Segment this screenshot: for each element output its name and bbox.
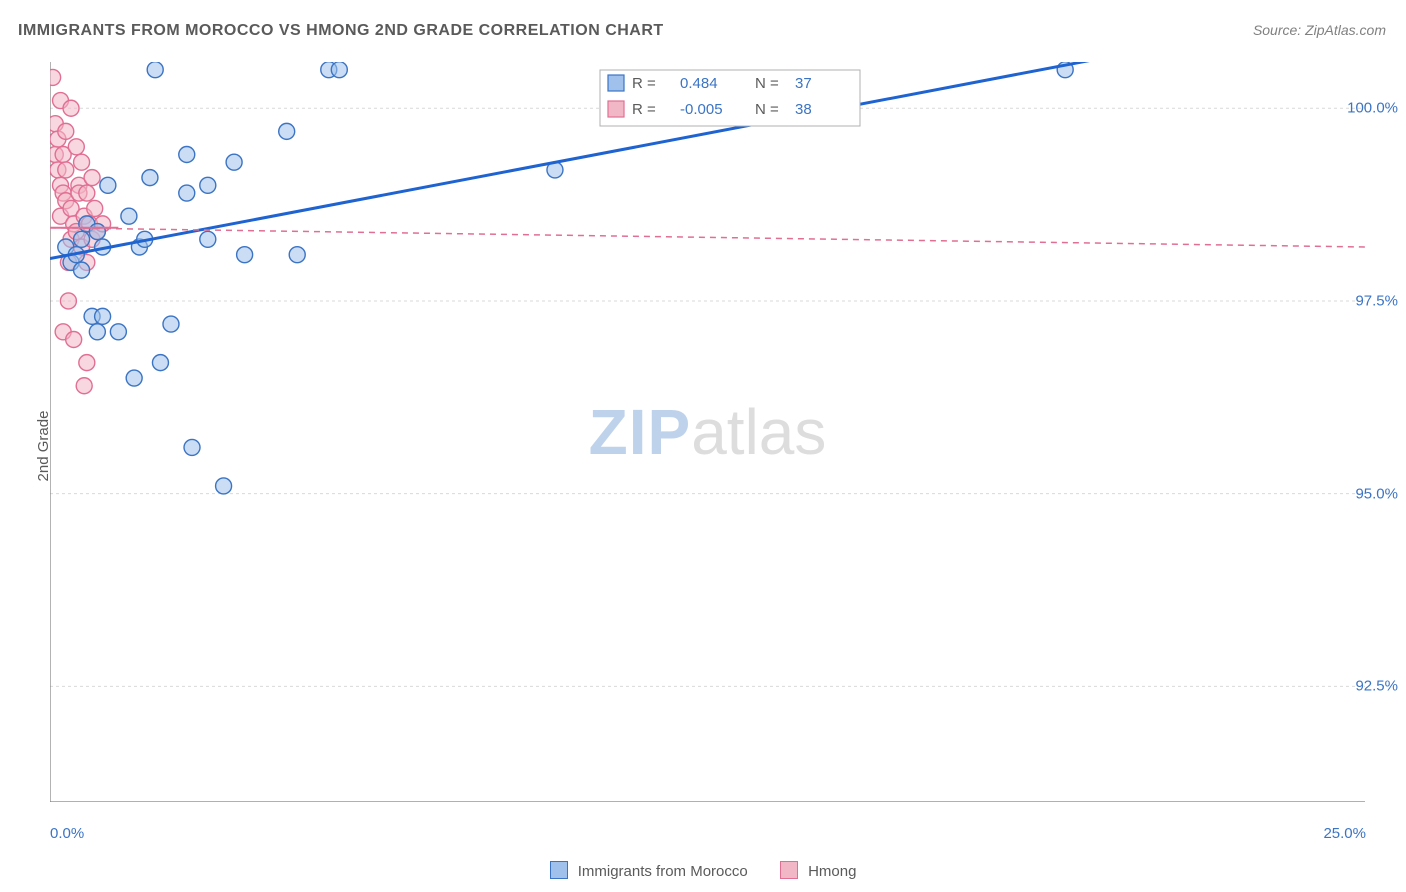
source-label: Source: ZipAtlas.com xyxy=(1253,22,1386,38)
legend-swatch-hmong xyxy=(780,861,798,879)
svg-text:R =: R = xyxy=(632,101,656,118)
svg-text:R =: R = xyxy=(632,75,656,92)
y-tick-label: 92.5% xyxy=(1355,678,1398,695)
legend-item-morocco: Immigrants from Morocco xyxy=(550,863,752,880)
svg-text:N =: N = xyxy=(755,75,779,92)
y-tick-label: 95.0% xyxy=(1355,485,1398,502)
legend-item-hmong: Hmong xyxy=(780,863,857,880)
chart-svg: R = 0.484 N = 37 R = -0.005 N = 38 xyxy=(50,62,1365,802)
legend-label-hmong: Hmong xyxy=(808,863,856,880)
y-tick-label: 97.5% xyxy=(1355,292,1398,309)
scatter-plot: R =0.484N =37R =-0.005N =38 ZIPatlas xyxy=(50,62,1365,802)
bottom-legend: Immigrants from Morocco Hmong xyxy=(0,861,1406,880)
svg-text:N =: N = xyxy=(755,101,779,118)
y-tick-label: 100.0% xyxy=(1347,100,1398,117)
svg-text:-0.005: -0.005 xyxy=(680,101,723,118)
legend-label-morocco: Immigrants from Morocco xyxy=(578,863,748,880)
x-axis-max-label: 25.0% xyxy=(1323,825,1366,842)
svg-text:37: 37 xyxy=(795,75,812,92)
chart-title: IMMIGRANTS FROM MOROCCO VS HMONG 2ND GRA… xyxy=(18,22,664,40)
svg-text:38: 38 xyxy=(795,101,812,118)
x-axis-min-label: 0.0% xyxy=(50,825,84,842)
legend-swatch-morocco xyxy=(550,861,568,879)
svg-text:0.484: 0.484 xyxy=(680,75,718,92)
